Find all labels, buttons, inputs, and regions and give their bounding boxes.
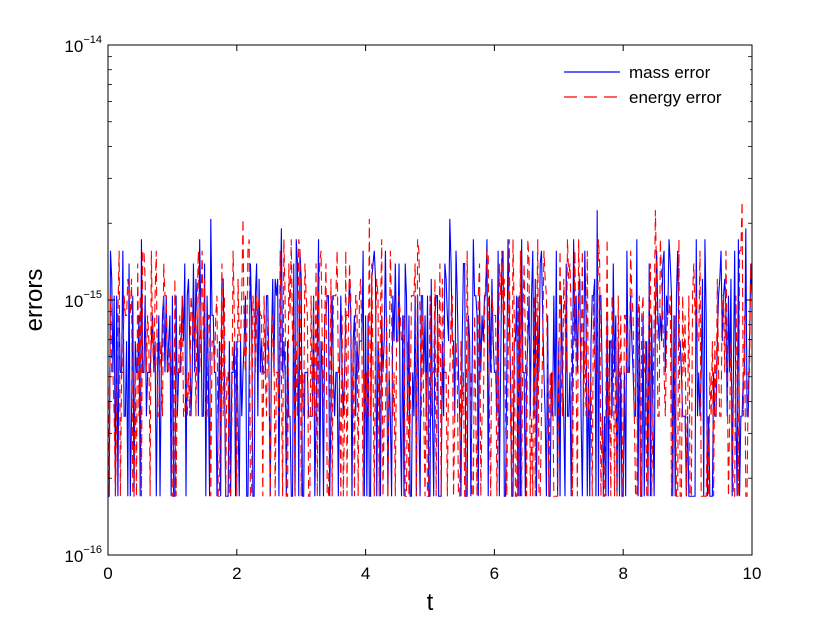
series-line-energy-error — [107, 201, 753, 497]
legend-box — [555, 58, 750, 112]
y-axis-label: errors — [21, 269, 48, 332]
x-tick-label: 8 — [618, 564, 627, 583]
legend-label-mass-error: mass error — [629, 63, 711, 82]
y-tick-label: 10−14 — [64, 34, 102, 56]
x-tick-label: 0 — [103, 564, 112, 583]
x-tick-label: 6 — [490, 564, 499, 583]
legend-label-energy-error: energy error — [629, 88, 722, 107]
x-axis-label: t — [427, 589, 434, 616]
x-tick-label: 4 — [361, 564, 370, 583]
series-line-mass-error — [108, 210, 753, 497]
x-tick-label: 10 — [743, 564, 762, 583]
legend: mass error energy error — [555, 58, 750, 112]
series-layer — [107, 201, 753, 497]
y-tick-label: 10−16 — [64, 544, 102, 566]
y-tick-label: 10−15 — [64, 289, 102, 311]
x-tick-label: 2 — [232, 564, 241, 583]
ticks-layer: 0 2 4 6 8 10 10−16 10−15 10−14 — [64, 34, 761, 583]
